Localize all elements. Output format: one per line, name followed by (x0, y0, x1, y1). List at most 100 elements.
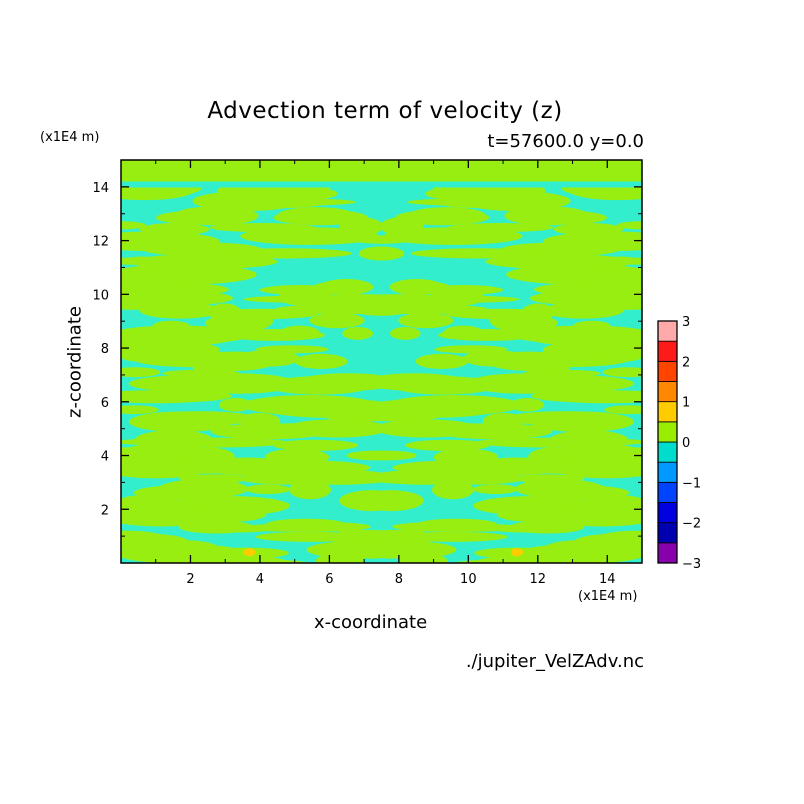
colorbar-tick-label: −1 (682, 476, 701, 491)
positive-blob (437, 197, 516, 209)
positive-blob (391, 376, 497, 395)
positive-blob (473, 484, 518, 495)
positive-blob (603, 256, 638, 266)
colorbar-tick-label: −3 (682, 557, 701, 572)
x-axis-unit: (x1E4 m) (578, 589, 638, 604)
positive-blob (265, 518, 347, 531)
positive-blob (315, 552, 365, 563)
negative-band-top (121, 181, 642, 188)
positive-blob (398, 281, 451, 295)
colorbar-bin (657, 461, 678, 483)
positive-blob (602, 367, 642, 378)
positive-blob (542, 302, 624, 319)
y-tick-label: 6 (101, 396, 109, 411)
x-tick-label: 10 (460, 572, 477, 587)
positive-blob (312, 281, 365, 295)
positive-blob (121, 390, 221, 404)
positive-blob (451, 423, 492, 436)
chart-title: Advection term of velocity (z) (207, 98, 563, 124)
positive-blob (226, 329, 325, 341)
heatmap-field (121, 160, 642, 563)
positive-blob (139, 355, 268, 368)
positive-blob (178, 520, 254, 534)
positive-blob (604, 405, 642, 415)
positive-blob (542, 390, 642, 404)
positive-blob (616, 221, 642, 230)
y-tick-label: 12 (92, 235, 109, 250)
colorbar-bin (657, 340, 678, 362)
x-tick-label: 6 (325, 572, 333, 587)
positive-blob (398, 552, 448, 563)
positive-blob (272, 439, 359, 451)
positive-blob (289, 480, 332, 500)
positive-blob (360, 246, 405, 261)
y-tick-label: 14 (92, 181, 109, 196)
positive-blob (247, 197, 326, 209)
positive-blob (520, 377, 563, 386)
positive-blob (245, 484, 290, 495)
positive-blob (121, 405, 159, 415)
y-tick-label: 2 (101, 503, 109, 518)
y-axis-unit: (x1E4 m) (40, 130, 100, 145)
positive-blob (128, 411, 233, 433)
upper-positive-spot (243, 548, 256, 557)
positive-blob (122, 443, 209, 462)
upper-positive-spot (510, 548, 523, 557)
positive-blob (255, 531, 366, 542)
positive-blob (501, 511, 642, 524)
positive-blob (218, 398, 253, 412)
positive-blob (536, 266, 610, 282)
y-tick-label: 8 (101, 342, 109, 357)
positive-blob (438, 329, 537, 341)
positive-blob (358, 450, 417, 461)
positive-blob (192, 363, 244, 373)
y-tick-label: 10 (92, 288, 109, 303)
positive-blob (266, 376, 372, 395)
positive-blob (372, 474, 418, 484)
colorbar-tick-label: 3 (682, 315, 690, 330)
positive-blob (200, 377, 243, 386)
colorbar-bin (657, 522, 678, 544)
positive-blob (519, 363, 571, 373)
colorbar-bin (657, 502, 678, 524)
colorbar-tick-label: 0 (682, 436, 690, 451)
x-axis-label: x-coordinate (314, 612, 428, 633)
positive-blob (346, 294, 456, 308)
positive-blob (415, 353, 469, 370)
positive-blob (358, 490, 424, 512)
positive-blob (205, 314, 268, 331)
positive-blob (416, 518, 498, 531)
positive-blob (294, 353, 348, 370)
positive-blob (431, 480, 474, 500)
positive-blob (599, 350, 642, 362)
positive-blob (398, 312, 454, 329)
colorbar-bin (657, 360, 678, 382)
source-filename: ./jupiter_VelZAdv.nc (465, 651, 644, 672)
positive-blob (451, 559, 554, 563)
positive-blob (158, 479, 248, 499)
colorbar-bin (657, 481, 678, 503)
chart-subtitle: t=57600.0 y=0.0 (487, 131, 644, 152)
positive-blob (121, 350, 164, 362)
positive-blob (121, 221, 147, 230)
y-tick-label: 4 (101, 450, 109, 465)
x-tick-label: 2 (186, 572, 194, 587)
positive-blob (125, 256, 160, 266)
positive-blob (386, 394, 521, 416)
colorbar-tick-label: 2 (682, 355, 690, 370)
x-tick-label: 8 (395, 572, 403, 587)
positive-blob (121, 367, 161, 378)
positive-blob (495, 355, 624, 368)
positive-blob (495, 314, 558, 331)
positive-blob (352, 235, 412, 244)
positive-blob (351, 411, 440, 422)
positive-blob (530, 411, 635, 433)
colorbar-frame (657, 320, 678, 564)
colorbar-tick-label: 1 (682, 396, 690, 411)
positive-blob (121, 511, 262, 524)
positive-blob (341, 423, 449, 433)
positive-blob (309, 312, 365, 329)
positive-blob (515, 479, 605, 499)
positive-blob (139, 302, 221, 319)
